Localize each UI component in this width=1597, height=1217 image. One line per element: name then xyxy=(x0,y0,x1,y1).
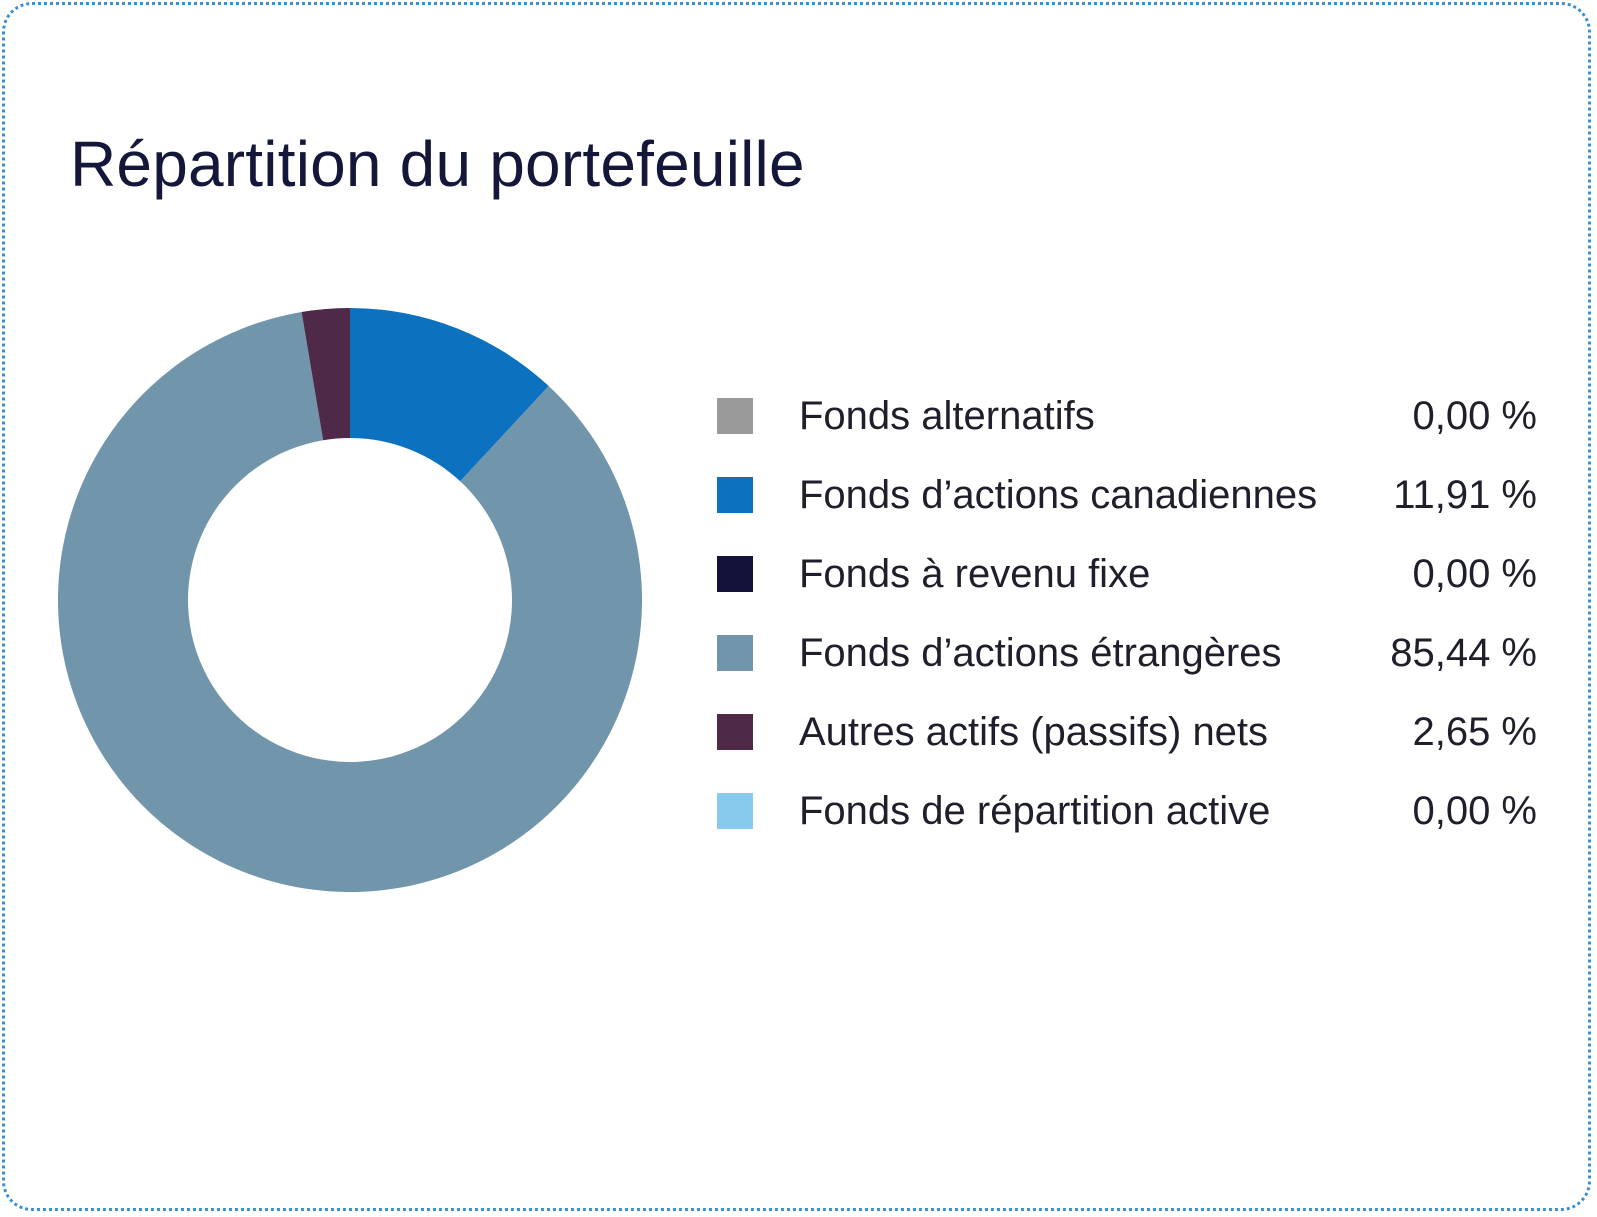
legend-swatch xyxy=(717,477,753,513)
legend: Fonds alternatifs 0,00 % Fonds d’actions c… xyxy=(717,388,1537,862)
legend-value: 85,44 % xyxy=(1390,631,1537,675)
legend-label: Fonds alternatifs xyxy=(799,394,1095,438)
legend-swatch xyxy=(717,398,753,434)
chart-title: Répartition du portefeuille xyxy=(70,128,805,200)
legend-value: 0,00 % xyxy=(1412,789,1537,833)
legend-value: 0,00 % xyxy=(1412,394,1537,438)
donut-slice-4 xyxy=(58,312,643,892)
legend-item: Fonds à revenu fixe 0,00 % xyxy=(717,546,1537,625)
legend-item: Fonds de répartition active 0,00 % xyxy=(717,783,1537,862)
legend-label: Fonds à revenu fixe xyxy=(799,552,1151,596)
legend-swatch xyxy=(717,793,753,829)
donut-slice-2 xyxy=(350,308,549,482)
legend-swatch xyxy=(717,635,753,671)
legend-label: Fonds d’actions étrangères xyxy=(799,631,1282,675)
legend-swatch xyxy=(717,556,753,592)
legend-item: Fonds d’actions étrangères 85,44 % xyxy=(717,625,1537,704)
legend-swatch xyxy=(717,714,753,750)
legend-value: 0,00 % xyxy=(1412,552,1537,596)
legend-value: 11,91 % xyxy=(1393,473,1537,517)
legend-label: Autres actifs (passifs) nets xyxy=(799,710,1269,754)
legend-item: Autres actifs (passifs) nets 2,65 % xyxy=(717,704,1537,783)
legend-item: Fonds d’actions canadiennes 11,91 % xyxy=(717,467,1537,546)
donut-chart xyxy=(58,308,643,892)
donut-slices xyxy=(58,308,643,892)
legend-label: Fonds d’actions canadiennes xyxy=(799,473,1318,517)
legend-value: 2,65 % xyxy=(1412,710,1537,754)
donut-slice-5 xyxy=(301,308,350,441)
legend-label: Fonds de répartition active xyxy=(799,789,1271,833)
legend-item: Fonds alternatifs 0,00 % xyxy=(717,388,1537,467)
